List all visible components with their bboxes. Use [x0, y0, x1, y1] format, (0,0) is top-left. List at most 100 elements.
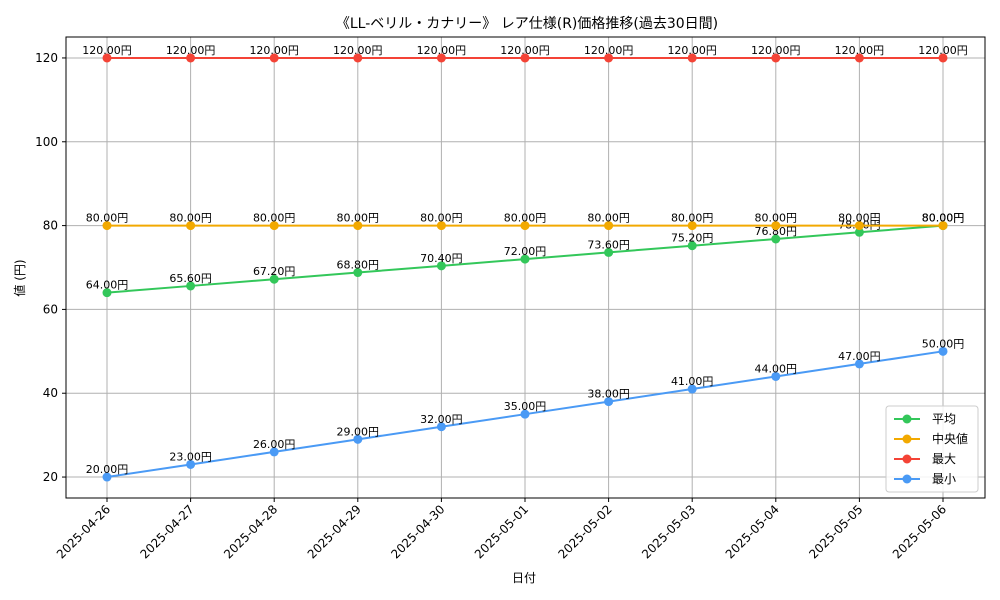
data-label: 75.20円	[671, 232, 714, 245]
data-label: 120.00円	[584, 44, 634, 57]
data-point	[604, 247, 614, 257]
data-point	[269, 274, 279, 284]
x-tick-label: 2025-04-29	[305, 502, 364, 561]
legend-label: 中央値	[932, 431, 968, 446]
data-point	[353, 221, 363, 231]
data-point	[186, 53, 196, 63]
y-tick-label: 20	[43, 470, 58, 484]
x-tick-label: 2025-04-27	[138, 502, 197, 561]
data-point	[186, 221, 196, 231]
data-label: 120.00円	[166, 44, 216, 57]
data-label: 120.00円	[500, 44, 550, 57]
data-point	[854, 359, 864, 369]
legend-swatch-marker	[902, 434, 912, 444]
data-label: 44.00円	[755, 362, 798, 375]
data-label: 120.00円	[333, 44, 383, 57]
legend-item: 平均	[894, 412, 956, 426]
data-label: 80.00円	[922, 212, 965, 225]
data-label: 80.00円	[169, 212, 212, 225]
x-tick-label: 2025-05-01	[472, 502, 531, 561]
data-label: 80.00円	[755, 212, 798, 225]
data-label: 80.00円	[671, 212, 714, 225]
series-2: 120.00円 120.00円 120.00円 120.00円 120.00円 120.0…	[82, 44, 968, 63]
data-label: 23.00円	[169, 450, 212, 463]
y-axis-label: 値 (円)	[12, 259, 27, 296]
data-point	[687, 384, 697, 394]
data-label: 32.00円	[420, 413, 463, 426]
data-label: 80.00円	[504, 212, 547, 225]
data-point	[269, 53, 279, 63]
x-tick-label: 2025-05-04	[723, 502, 782, 561]
data-label: 67.20円	[253, 265, 296, 278]
data-point	[854, 53, 864, 63]
data-point	[102, 53, 112, 63]
data-label: 80.00円	[838, 212, 881, 225]
legend-label: 最大	[932, 452, 956, 466]
data-label: 64.00円	[86, 279, 129, 292]
data-point	[186, 459, 196, 469]
data-point	[436, 422, 446, 432]
data-point	[102, 472, 112, 482]
legend-box	[885, 405, 979, 493]
data-point	[102, 288, 112, 298]
data-label: 120.00円	[751, 44, 801, 57]
data-label: 68.80円	[337, 259, 380, 272]
data-label: 29.00円	[337, 425, 380, 438]
data-label: 47.00円	[838, 350, 881, 363]
data-point	[938, 221, 948, 231]
data-point	[436, 53, 446, 63]
y-tick-label: 100	[35, 135, 58, 149]
x-tick-label: 2025-05-02	[556, 502, 615, 561]
data-point	[269, 447, 279, 457]
legend-label: 最小	[932, 472, 956, 486]
data-point	[269, 221, 279, 231]
data-label: 120.00円	[249, 44, 299, 57]
data-point	[353, 53, 363, 63]
data-point	[436, 261, 446, 271]
data-point	[102, 221, 112, 231]
data-point	[771, 221, 781, 231]
data-point	[854, 227, 864, 237]
data-label: 80.00円	[420, 212, 463, 225]
data-point	[771, 371, 781, 381]
legend-swatch-marker	[902, 414, 912, 424]
x-tick-label: 2025-05-06	[890, 502, 949, 561]
data-point	[687, 221, 697, 231]
data-label: 76.80円	[755, 225, 798, 238]
data-label: 41.00円	[671, 375, 714, 388]
data-point	[687, 53, 697, 63]
data-point	[604, 53, 614, 63]
x-tick-label: 2025-05-03	[639, 502, 698, 561]
series-1: 80.00円 80.00円 80.00円 80.00円 80.00円 80.00円 80.0…	[86, 212, 965, 231]
grid-lines	[66, 37, 985, 498]
y-tick-label: 40	[43, 386, 58, 400]
x-axis-label: 日付	[512, 571, 536, 585]
data-label: 80.00円	[86, 212, 129, 225]
data-label: 80.00円	[587, 212, 630, 225]
series-3: 20.00円 23.00円 26.00円 29.00円 32.00円 35.00円 38.0…	[86, 337, 965, 482]
data-point	[520, 254, 530, 264]
x-tick-label: 2025-04-28	[221, 502, 280, 561]
y-tick-label: 60	[43, 302, 58, 316]
x-tick-label: 2025-04-26	[54, 502, 113, 561]
data-label: 26.00円	[253, 438, 296, 451]
y-tick-label: 120	[35, 51, 58, 65]
data-label: 80.00円	[922, 212, 965, 225]
legend-swatch-marker	[902, 474, 912, 484]
data-label: 50.00円	[922, 337, 965, 350]
legend-item: 最小	[894, 472, 956, 486]
data-label: 38.00円	[587, 388, 630, 401]
data-label: 120.00円	[918, 44, 968, 57]
data-label: 70.40円	[420, 252, 463, 265]
data-label: 80.00円	[253, 212, 296, 225]
data-point	[520, 221, 530, 231]
data-label: 20.00円	[86, 463, 129, 476]
plot-frame	[65, 36, 986, 499]
x-tick-label: 2025-05-05	[806, 502, 865, 561]
legend-item: 最大	[894, 452, 956, 466]
data-point	[353, 434, 363, 444]
data-point	[604, 397, 614, 407]
data-label: 65.60円	[169, 272, 212, 285]
data-label: 35.00円	[504, 400, 547, 413]
